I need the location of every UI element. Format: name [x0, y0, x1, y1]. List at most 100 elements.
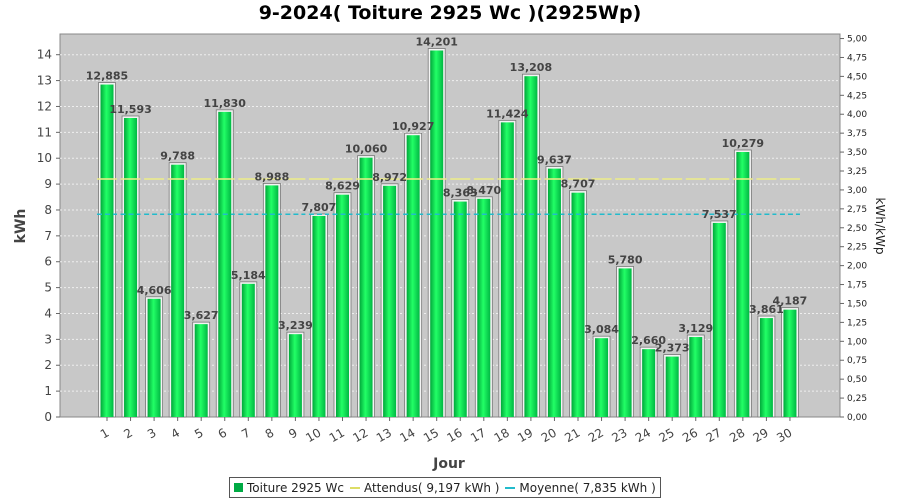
y2-tick-label: 0,25 — [847, 394, 867, 404]
x-tick-label: 28 — [727, 425, 747, 445]
y2-tick-label: 1,25 — [847, 318, 867, 328]
y-tick-label: 14 — [37, 48, 52, 62]
y-tick-label: 9 — [44, 177, 52, 191]
y2-tick-label: 4,75 — [847, 53, 867, 63]
bar — [712, 222, 726, 417]
x-tick-label: 1 — [98, 425, 112, 441]
bar-value-label: 8,972 — [372, 171, 407, 184]
y2-tick-label: 4,50 — [847, 72, 867, 82]
bar-value-label: 11,424 — [486, 107, 529, 120]
bar — [665, 356, 679, 417]
x-tick-label: 7 — [239, 425, 253, 441]
bar — [336, 194, 349, 417]
bar — [430, 50, 444, 417]
bar — [218, 111, 232, 418]
x-tick-label: 8 — [263, 425, 277, 441]
bar-value-label: 3,861 — [749, 303, 784, 316]
bar-value-label: 7,537 — [702, 208, 737, 221]
bar — [689, 337, 703, 417]
bar-value-label: 10,927 — [392, 120, 434, 133]
y-tick-label: 12 — [37, 99, 52, 113]
x-tick-label: 24 — [633, 425, 653, 445]
bar — [383, 185, 397, 417]
x-tick-label: 29 — [751, 425, 771, 445]
x-tick-label: 5 — [192, 425, 206, 441]
bar — [241, 283, 255, 417]
x-tick-label: 13 — [374, 425, 394, 445]
x-tick-label: 17 — [468, 425, 488, 445]
bar — [124, 117, 138, 418]
y2-tick-label: 1,75 — [847, 281, 867, 291]
bar-value-label: 3,084 — [584, 323, 619, 336]
legend-label-series: Toiture 2925 Wc — [247, 480, 344, 495]
bar-value-label: 2,373 — [655, 342, 690, 355]
bar-value-label: 8,363 — [443, 187, 478, 200]
bar — [547, 168, 561, 417]
x-tick-label: 12 — [350, 425, 370, 445]
y-tick-label: 10 — [37, 151, 52, 165]
x-tick-label: 18 — [492, 425, 512, 445]
y-tick-label: 1 — [44, 384, 52, 398]
bar — [524, 76, 538, 418]
plot-area — [59, 33, 841, 418]
bar-value-label: 13,208 — [510, 61, 552, 74]
bar-value-label: 9,637 — [537, 154, 572, 167]
y2-tick-label: 4,25 — [847, 91, 867, 101]
legend-item-expected: Attendus( 9,197 kWh ) — [349, 481, 499, 495]
y2-tick-label: 3,75 — [847, 129, 867, 139]
y-tick-label: 13 — [37, 74, 52, 88]
bar — [100, 84, 114, 417]
y2-tick-label: 0,50 — [847, 375, 867, 385]
bar-value-label: 11,830 — [204, 97, 247, 110]
y2-tick-label: 1,50 — [847, 299, 867, 309]
y2-tick-label: 0,75 — [847, 356, 867, 366]
x-tick-label: 2 — [121, 425, 135, 441]
y2-tick-label: 2,25 — [847, 243, 867, 253]
x-axis-title: Jour — [432, 456, 465, 472]
y2-tick-label: 2,00 — [847, 262, 867, 272]
bar — [759, 318, 773, 417]
bar — [736, 151, 750, 417]
y2-tick-label: 3,50 — [847, 148, 867, 158]
y2-tick-label: 3,00 — [847, 186, 867, 196]
chart-title: 9-2024( Toiture 2925 Wc )(2925Wp) — [258, 2, 642, 24]
x-tick-label: 6 — [216, 425, 230, 441]
bar-value-label: 8,707 — [561, 178, 596, 191]
bar — [171, 164, 185, 417]
legend: Toiture 2925 Wc Attendus( 9,197 kWh ) Mo… — [229, 477, 661, 498]
bar-value-label: 3,129 — [678, 322, 713, 335]
y2-tick-label: 2,50 — [847, 224, 867, 234]
bar — [406, 135, 420, 417]
x-tick-label: 19 — [515, 425, 535, 445]
bar-value-label: 4,606 — [137, 284, 172, 297]
x-tick-label: 26 — [680, 425, 700, 445]
legend-item-series: Toiture 2925 Wc — [234, 481, 344, 495]
y-tick-label: 2 — [44, 358, 52, 372]
x-tick-label: 10 — [303, 425, 323, 445]
x-tick-label: 30 — [774, 425, 794, 445]
y-tick-label: 6 — [44, 255, 52, 269]
bar-value-label: 5,780 — [608, 253, 643, 266]
bar — [618, 268, 632, 417]
y-tick-label: 11 — [37, 125, 52, 139]
bar-value-label: 7,807 — [302, 201, 337, 214]
x-tick-label: 25 — [656, 425, 676, 445]
y-tick-label: 3 — [44, 332, 52, 346]
bar-value-label: 10,279 — [722, 137, 764, 150]
bar-value-label: 3,239 — [278, 319, 313, 332]
y2-tick-label: 1,00 — [847, 337, 867, 347]
x-tick-label: 11 — [327, 425, 347, 445]
legend-label-average: Moyenne( 7,835 kWh ) — [519, 480, 656, 495]
y2-tick-label: 5,00 — [847, 35, 867, 45]
y-tick-label: 8 — [44, 203, 52, 217]
y-tick-label: 4 — [44, 306, 52, 320]
bar-value-label: 11,593 — [109, 103, 151, 116]
bar — [359, 157, 373, 417]
bar — [312, 215, 326, 417]
legend-item-average: Moyenne( 7,835 kWh ) — [505, 480, 656, 495]
x-tick-label: 27 — [704, 425, 724, 445]
bar — [453, 201, 467, 417]
y-tick-label: 0 — [44, 410, 52, 424]
bar-value-label: 5,184 — [231, 269, 266, 282]
